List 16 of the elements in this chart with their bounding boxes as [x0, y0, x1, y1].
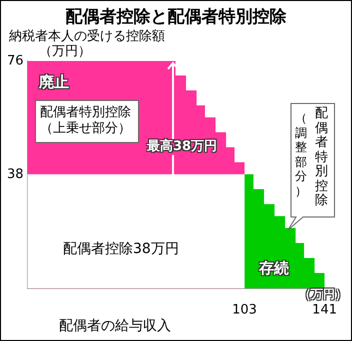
annotation: （万円）: [299, 287, 347, 302]
y-tick-label: 38: [6, 167, 24, 182]
annotation: 存続: [259, 259, 289, 278]
annotation: 配偶者控除38万円: [63, 241, 179, 258]
text: （万円）: [39, 44, 91, 60]
annotation: 最高38万円: [147, 139, 218, 156]
annotation: 廃止: [39, 73, 69, 92]
annotation: 配偶者特別控除: [314, 106, 329, 208]
chart-title: 配偶者控除と配偶者特別控除: [64, 6, 288, 28]
annotation: 配偶者特別控除（上乗せ部分）: [35, 100, 139, 142]
y-tick-label: 76: [6, 53, 24, 68]
x-tick-label: 141: [312, 302, 338, 318]
x-axis-title: 配偶者の給与収入: [59, 317, 171, 335]
x-tick-label: 103: [232, 302, 257, 318]
annotation: （調整部分）: [295, 111, 307, 198]
y-axis-title: 納税者本人の受ける控除額: [9, 28, 165, 45]
